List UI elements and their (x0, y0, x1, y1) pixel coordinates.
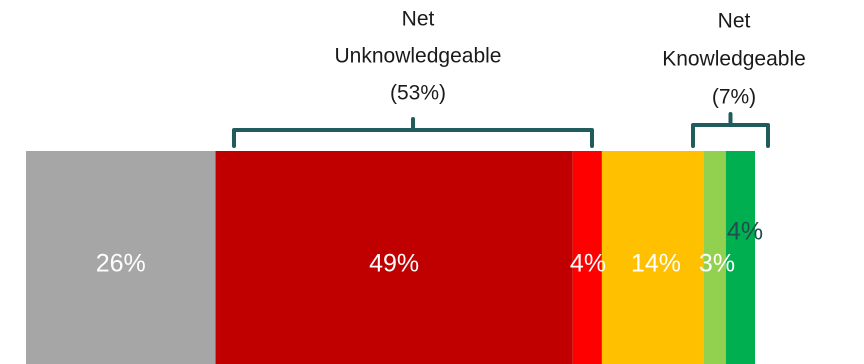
segment-label-3: 4% (570, 250, 606, 278)
net-label-1-line-3: (53%) (390, 82, 446, 105)
net-label-2-line-2: Knowledgeable (662, 48, 806, 71)
net-label-2-line-1: Net (718, 10, 751, 33)
bar-segment-6 (725, 151, 755, 364)
bar-segment-1 (26, 151, 216, 364)
net-bracket-1 (232, 117, 594, 148)
segment-label-5: 3% (699, 250, 735, 278)
bar-segments (26, 151, 755, 364)
bar-segment-3 (572, 151, 602, 364)
segment-label-4: 14% (631, 250, 681, 278)
segment-label-2: 49% (369, 250, 419, 278)
net-label-1-line-2: Unknowledgeable (335, 45, 502, 68)
net-bracket-2 (691, 112, 770, 148)
net-brackets: Net Unknowledgeable (53%) Net Knowledgeable (… (232, 8, 806, 148)
net-label-2-line-3: (7%) (712, 86, 756, 109)
segment-labels: 26% 49% 4% 14% 3% 4% (96, 218, 763, 278)
bar-segment-2 (215, 151, 573, 364)
bar-segment-4 (601, 151, 704, 364)
segment-label-1: 26% (96, 250, 146, 278)
bar-segment-5 (703, 151, 726, 364)
segment-label-6: 4% (727, 218, 763, 246)
net-label-1-line-1: Net (402, 8, 435, 31)
